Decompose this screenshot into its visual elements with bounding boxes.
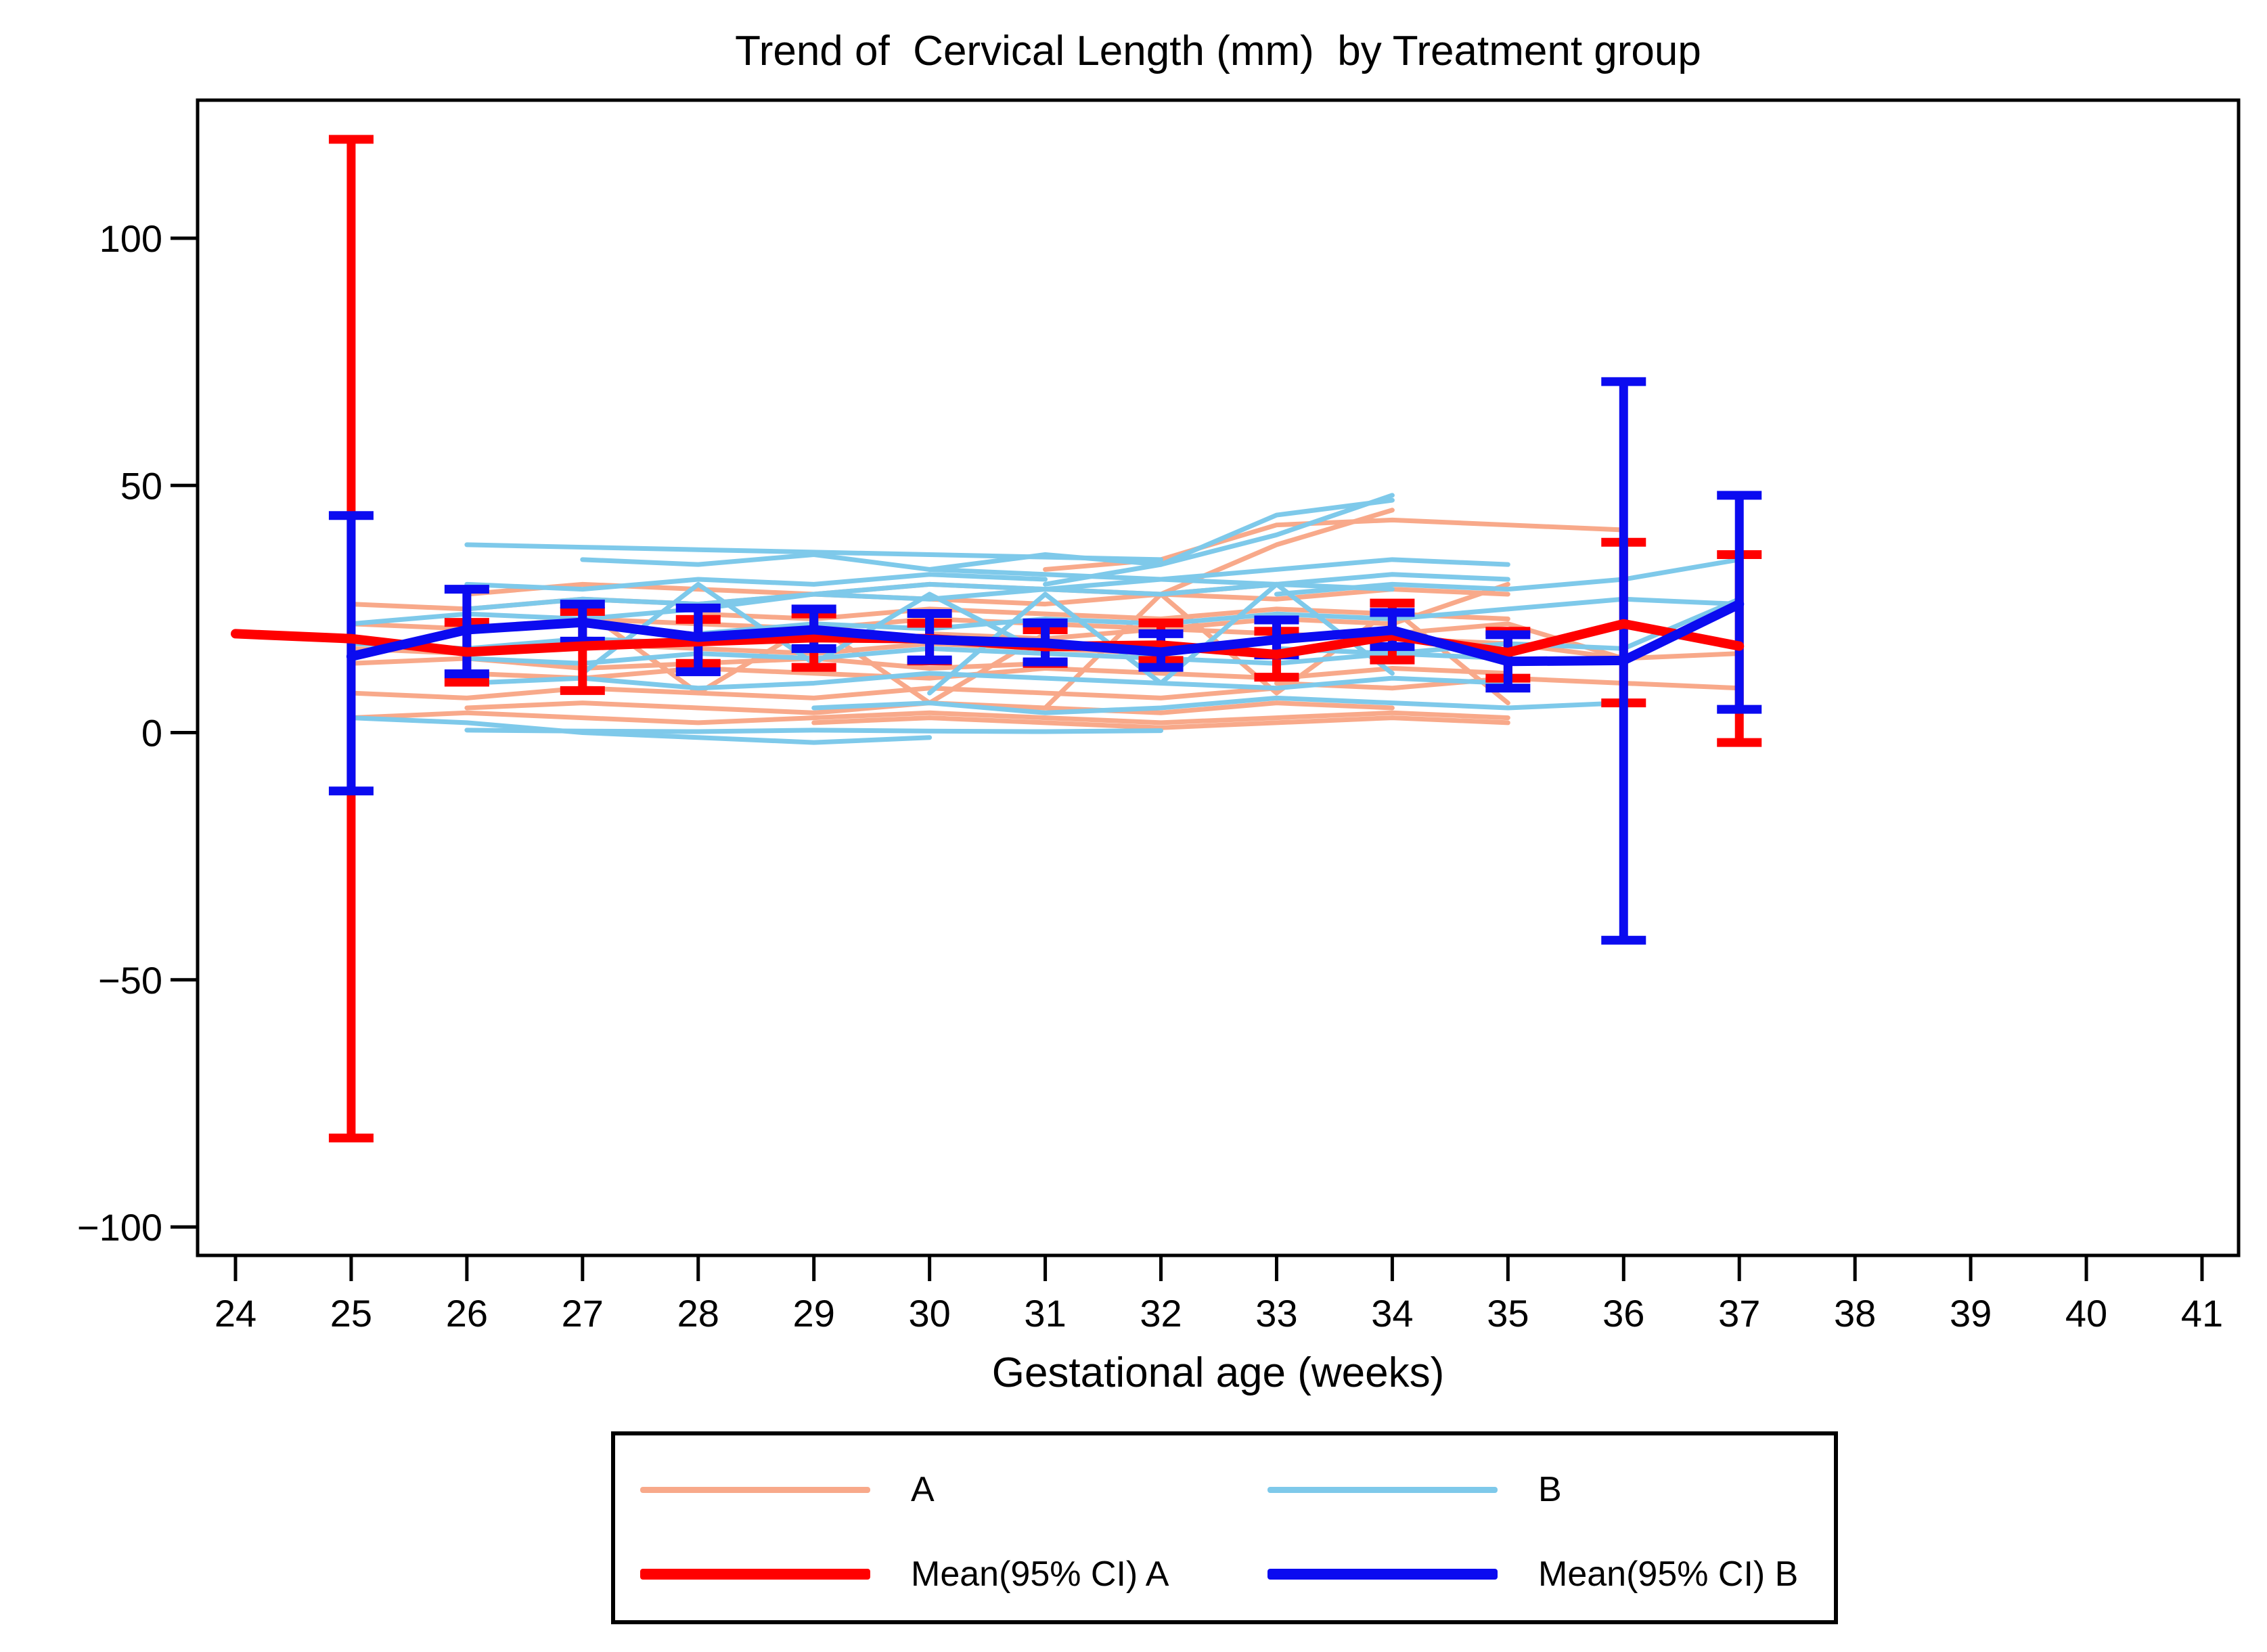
x-tick-label: 38 (1834, 1292, 1876, 1335)
legend-item-mean-b: Mean(95% CI) B (1267, 1554, 1809, 1594)
x-tick-label: 37 (1718, 1292, 1760, 1335)
individual-line-a (349, 686, 1279, 700)
individual-line-b (464, 581, 1395, 612)
x-tick-label: 25 (330, 1292, 372, 1335)
individual-line-a (811, 715, 1510, 730)
legend-label-mean-b: Mean(95% CI) B (1538, 1555, 1799, 1594)
x-tick-label: 33 (1255, 1292, 1297, 1335)
x-tick-label: 40 (2065, 1292, 2107, 1335)
individual-line-b (464, 542, 1164, 562)
x-axis-title: Gestational age (weeks) (991, 1349, 1445, 1396)
individual-line-b (1274, 557, 1742, 597)
x-tick-label: 34 (1371, 1292, 1413, 1335)
x-tick-label: 29 (793, 1292, 835, 1335)
x-tick-label: 31 (1024, 1292, 1066, 1335)
legend-label-group-a: A (911, 1470, 935, 1509)
x-tick-label: 28 (677, 1292, 719, 1335)
x-tick-label: 27 (562, 1292, 604, 1335)
x-tick-label: 24 (215, 1292, 256, 1335)
individual-line-b (464, 671, 1510, 691)
legend: A B Mean(95% CI) A Mean(95% CI) B (611, 1431, 1838, 1624)
group-b-line-swatch (1267, 1487, 1498, 1493)
y-tick-label: 50 (120, 464, 162, 507)
legend-label-group-b: B (1538, 1470, 1562, 1509)
individual-line-b (464, 572, 1048, 592)
x-tick-label: 39 (1950, 1292, 1992, 1335)
group-a-line-swatch (640, 1487, 870, 1493)
individual-line-b (696, 606, 1510, 636)
x-axis: 24 25 26 27 28 29 30 31 32 33 34 35 36 37 38 39 40 41 (215, 1255, 2223, 1335)
x-tick-label: 35 (1487, 1292, 1529, 1335)
x-tick-label: 36 (1602, 1292, 1644, 1335)
y-tick-label: −100 (77, 1206, 162, 1249)
individual-line-a (349, 710, 1510, 725)
x-tick-label: 26 (446, 1292, 488, 1335)
individual-line-a (464, 666, 1510, 681)
mean-b-line-swatch (1267, 1569, 1498, 1580)
individual-line-b (927, 581, 1395, 696)
individual-line-b (811, 695, 1626, 715)
x-tick-label: 41 (2181, 1292, 2223, 1335)
y-tick-label: −50 (98, 959, 162, 1002)
y-tick-label: 0 (141, 712, 162, 755)
individual-line-b (580, 552, 1510, 587)
individual-line-b (464, 646, 1510, 666)
individual-line-b (349, 557, 1510, 627)
legend-item-group-b: B (1267, 1469, 1809, 1510)
error-bars-b (328, 377, 1762, 945)
mean-a-line-swatch (640, 1569, 870, 1580)
individual-line-b (349, 715, 933, 745)
legend-item-group-a: A (640, 1469, 1182, 1510)
chart-title: Trend of Cervical Length (mm) by Treatme… (735, 28, 1701, 74)
legend-label-mean-a: Mean(95% CI) A (911, 1555, 1169, 1594)
mean-line-b (346, 599, 1745, 667)
x-tick-label: 32 (1140, 1292, 1182, 1335)
plot-frame (196, 98, 2241, 1257)
y-axis: −100 −50 0 50 100 (77, 217, 198, 1249)
x-tick-label: 30 (908, 1292, 950, 1335)
legend-item-mean-a: Mean(95% CI) A (640, 1554, 1182, 1594)
individual-line-b (1043, 493, 1395, 587)
individual-line-b (927, 497, 1395, 572)
y-tick-label: 100 (99, 217, 162, 260)
